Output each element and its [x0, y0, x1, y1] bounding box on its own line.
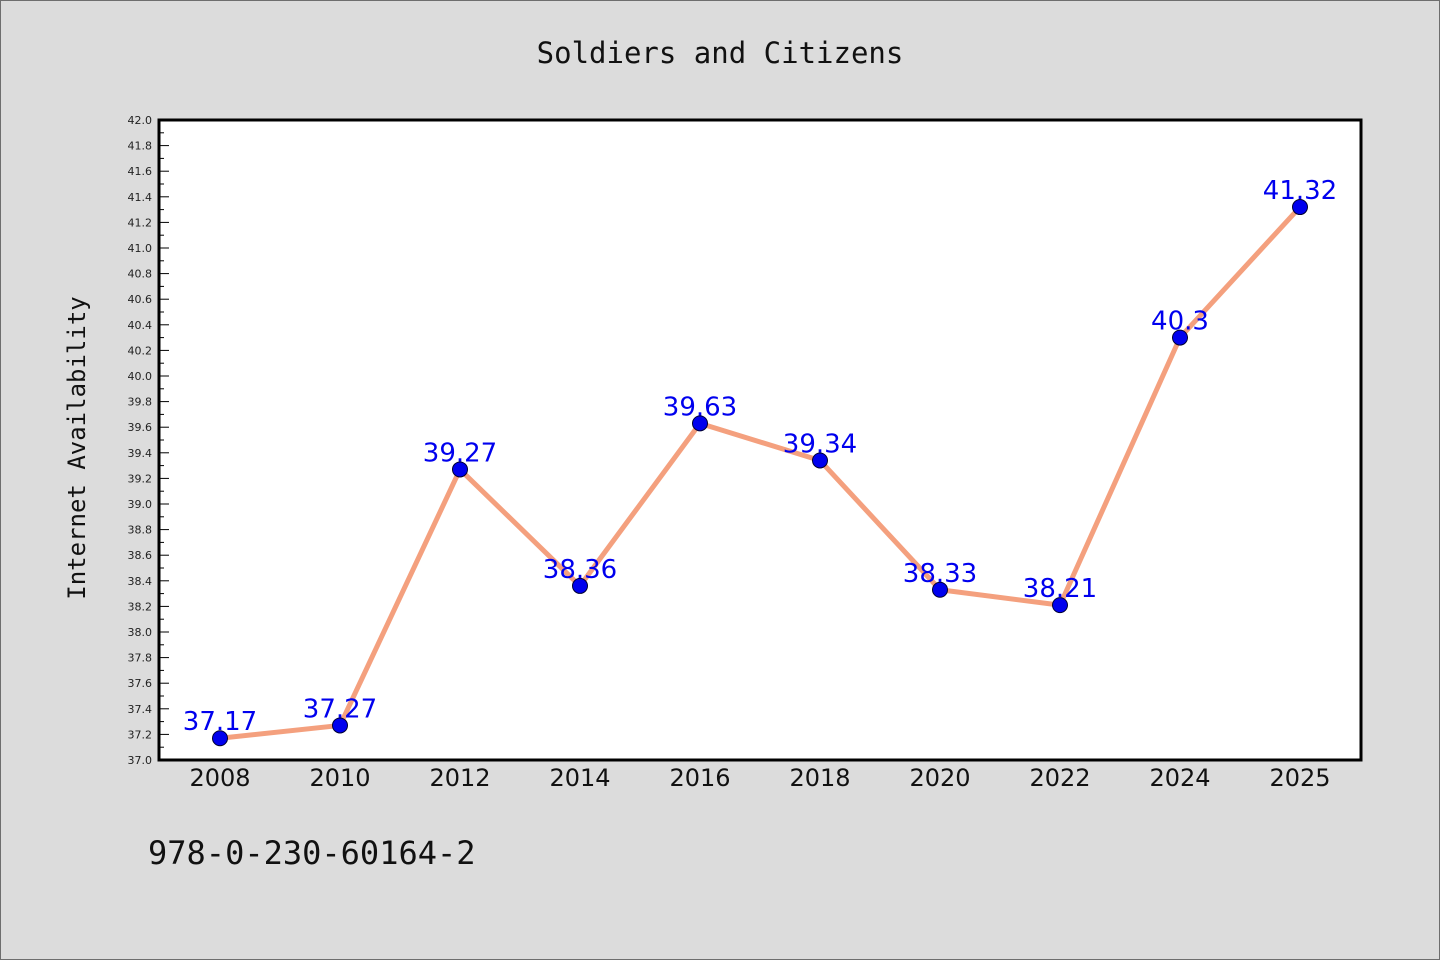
y-tick-label: 41.8 — [128, 140, 153, 153]
y-tick-label: 38.0 — [128, 626, 153, 639]
isbn-footnote: 978-0-230-60164-2 — [148, 834, 476, 872]
y-tick-label: 38.8 — [128, 524, 153, 537]
x-tick-label: 2020 — [909, 764, 970, 792]
y-tick-label: 40.0 — [128, 370, 153, 383]
data-label: 37.17 — [183, 707, 257, 737]
data-label: 38.21 — [1023, 574, 1097, 604]
y-axis-label: Internet Availability — [63, 296, 91, 599]
x-tick-label: 2012 — [429, 764, 490, 792]
y-tick-label: 42.0 — [128, 114, 153, 127]
data-labels-group: 37.17 37.27 39.27 38.36 39.63 39.34 38.33 38.21… — [183, 176, 1337, 737]
series-group — [212, 199, 1308, 747]
y-tick-label: 39.6 — [128, 421, 153, 434]
y-axis-ticks: 37.0 37.2 37.4 37.6 37.8 38.0 38.2 38.4 38.6 38.8… — [128, 114, 169, 767]
y-tick-label: 38.6 — [128, 549, 153, 562]
data-point — [452, 461, 468, 478]
x-tick-label: 2016 — [669, 764, 730, 792]
y-tick-label: 39.0 — [128, 498, 153, 511]
x-tick-label: 2022 — [1029, 764, 1090, 792]
y-tick-label: 39.8 — [128, 396, 153, 409]
data-label: 41.32 — [1263, 176, 1337, 206]
data-point — [812, 452, 828, 469]
x-tick-label: 2018 — [789, 764, 850, 792]
data-label: 39.34 — [783, 429, 857, 459]
series-line — [217, 204, 1303, 741]
x-axis-ticks: 2008 2010 2012 2014 2016 2018 2020 2022 2024 2025 — [189, 764, 1330, 792]
chart-title: Soldiers and Citizens — [537, 36, 904, 70]
x-tick-label: 2008 — [189, 764, 250, 792]
y-tick-label: 40.8 — [128, 268, 153, 281]
data-label: 38.33 — [903, 559, 977, 589]
data-point — [692, 415, 708, 432]
y-tick-label: 39.4 — [128, 447, 153, 460]
x-tick-label: 2025 — [1269, 764, 1330, 792]
data-point — [1172, 329, 1188, 346]
data-point — [932, 581, 948, 598]
y-tick-label: 37.4 — [128, 703, 153, 716]
x-tick-label: 2014 — [549, 764, 610, 792]
y-tick-label: 41.2 — [128, 216, 153, 229]
y-tick-label: 41.4 — [128, 191, 153, 204]
x-tick-label: 2024 — [1149, 764, 1210, 792]
y-tick-label: 37.2 — [128, 728, 153, 741]
y-tick-label: 37.6 — [128, 677, 153, 690]
data-label: 38.36 — [543, 555, 617, 585]
data-point — [1292, 199, 1308, 216]
x-tick-label: 2010 — [309, 764, 370, 792]
data-point — [332, 717, 348, 734]
y-tick-label: 40.6 — [128, 293, 153, 306]
data-label: 40.3 — [1151, 307, 1209, 337]
y-tick-label: 37.0 — [128, 754, 153, 767]
y-tick-label: 37.8 — [128, 652, 153, 665]
y-tick-label: 38.4 — [128, 575, 153, 588]
data-label: 37.27 — [303, 694, 377, 724]
data-label: 39.63 — [663, 392, 737, 422]
y-tick-label: 41.0 — [128, 242, 153, 255]
data-label: 39.27 — [423, 438, 497, 468]
data-point — [212, 730, 228, 747]
data-point — [572, 577, 588, 594]
data-point — [1052, 597, 1068, 614]
y-tick-label: 40.4 — [128, 319, 153, 332]
y-tick-label: 41.6 — [128, 165, 153, 178]
y-tick-label: 38.2 — [128, 600, 153, 613]
y-tick-label: 39.2 — [128, 472, 153, 485]
y-tick-label: 40.2 — [128, 344, 153, 357]
